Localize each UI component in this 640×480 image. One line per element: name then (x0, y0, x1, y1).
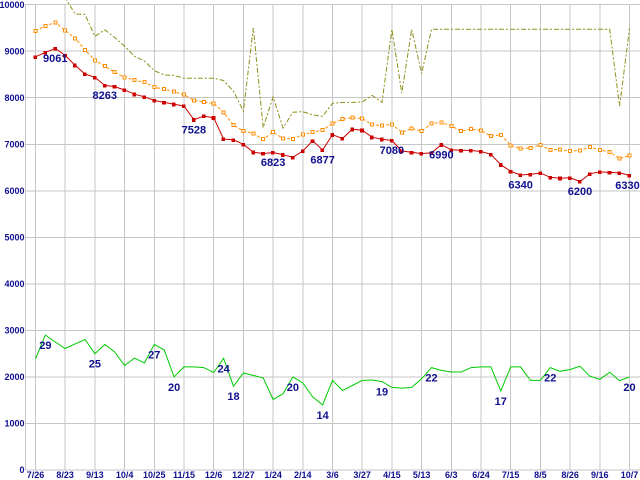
svg-text:20: 20 (168, 382, 180, 394)
svg-text:9/16: 9/16 (591, 470, 609, 480)
svg-text:3000: 3000 (4, 326, 24, 336)
svg-text:8/5: 8/5 (534, 470, 547, 480)
svg-text:11/15: 11/15 (173, 470, 195, 480)
svg-text:27: 27 (148, 349, 160, 361)
svg-text:6990: 6990 (429, 149, 453, 161)
svg-text:29: 29 (39, 340, 51, 352)
svg-text:3/6: 3/6 (326, 470, 339, 480)
svg-text:12/6: 12/6 (205, 470, 223, 480)
svg-text:6/24: 6/24 (472, 470, 490, 480)
svg-text:4/15: 4/15 (383, 470, 401, 480)
svg-text:7528: 7528 (182, 124, 206, 136)
svg-text:6340: 6340 (508, 180, 532, 192)
svg-text:2/14: 2/14 (294, 470, 312, 480)
svg-text:1/24: 1/24 (264, 470, 282, 480)
svg-text:22: 22 (425, 373, 437, 385)
svg-text:7/26: 7/26 (27, 470, 45, 480)
svg-text:10/4: 10/4 (116, 470, 134, 480)
svg-text:9061: 9061 (43, 53, 67, 65)
svg-text:20: 20 (287, 382, 299, 394)
svg-text:7/15: 7/15 (502, 470, 520, 480)
svg-text:7080: 7080 (380, 145, 404, 157)
svg-text:10000: 10000 (0, 0, 25, 10)
svg-text:12/27: 12/27 (232, 470, 255, 480)
svg-text:14: 14 (316, 410, 329, 422)
svg-text:19: 19 (376, 387, 388, 399)
svg-text:1000: 1000 (4, 419, 24, 429)
svg-text:8263: 8263 (93, 90, 117, 102)
svg-text:22: 22 (544, 373, 556, 385)
svg-text:17: 17 (495, 396, 507, 408)
svg-text:20: 20 (623, 382, 635, 394)
svg-text:8/23: 8/23 (56, 470, 74, 480)
svg-text:18: 18 (227, 391, 239, 403)
svg-text:6877: 6877 (310, 155, 334, 167)
svg-text:5000: 5000 (4, 233, 24, 243)
svg-text:0: 0 (19, 465, 24, 475)
svg-text:6330: 6330 (615, 180, 639, 192)
svg-text:2000: 2000 (4, 372, 24, 382)
svg-text:6200: 6200 (568, 186, 592, 198)
svg-text:24: 24 (217, 363, 230, 375)
svg-text:10/25: 10/25 (143, 470, 166, 480)
svg-text:8000: 8000 (4, 93, 24, 103)
svg-text:25: 25 (89, 359, 101, 371)
svg-text:8/26: 8/26 (561, 470, 579, 480)
svg-text:9/13: 9/13 (86, 470, 104, 480)
svg-text:10/7: 10/7 (621, 470, 639, 480)
svg-text:6823: 6823 (261, 157, 285, 169)
svg-text:4000: 4000 (4, 279, 24, 289)
svg-text:3/27: 3/27 (353, 470, 371, 480)
svg-text:9000: 9000 (4, 46, 24, 56)
svg-text:6/3: 6/3 (445, 470, 458, 480)
svg-text:7000: 7000 (4, 140, 24, 150)
svg-text:6000: 6000 (4, 186, 24, 196)
svg-text:5/13: 5/13 (413, 470, 431, 480)
